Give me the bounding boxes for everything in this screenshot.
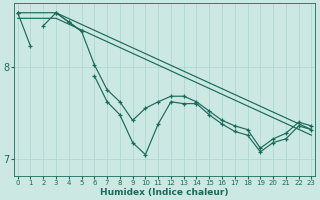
X-axis label: Humidex (Indice chaleur): Humidex (Indice chaleur) <box>100 188 229 197</box>
